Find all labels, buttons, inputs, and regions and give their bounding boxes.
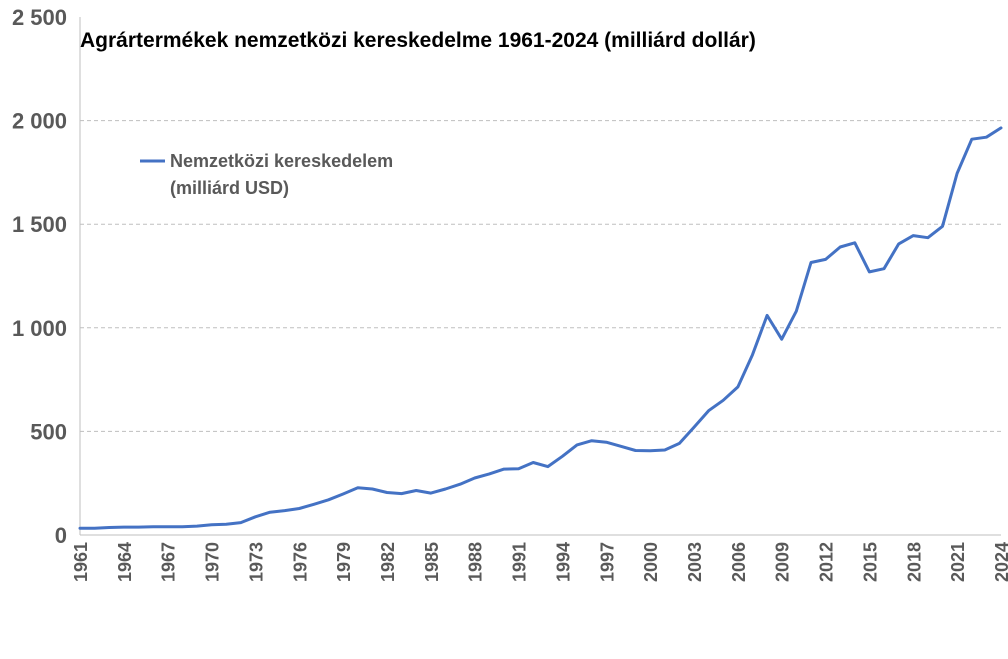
y-tick-label: 0 xyxy=(55,523,67,548)
y-tick-label: 500 xyxy=(30,419,67,444)
y-tick-label: 1 000 xyxy=(12,316,67,341)
x-tick-label: 2006 xyxy=(729,542,749,582)
x-tick-label: 1979 xyxy=(334,542,354,582)
x-tick-label: 2024 xyxy=(992,542,1008,582)
x-tick-label: 2012 xyxy=(817,542,837,582)
x-tick-label: 1973 xyxy=(246,542,266,582)
x-tick-label: 1991 xyxy=(510,542,530,582)
x-tick-label: 2018 xyxy=(904,542,924,582)
y-axis-tick-labels: 0 500 1 000 1 500 2 000 2 500 xyxy=(12,5,67,548)
x-tick-label: 2000 xyxy=(641,542,661,582)
x-tick-label: 1985 xyxy=(422,542,442,582)
x-tick-label: 2003 xyxy=(685,542,705,582)
x-tick-label: 1964 xyxy=(115,542,135,582)
x-tick-label: 1994 xyxy=(553,542,573,582)
x-tick-label: 1988 xyxy=(466,542,486,582)
x-tick-label: 2009 xyxy=(773,542,793,582)
x-tick-label: 1976 xyxy=(290,542,310,582)
chart-title: Agrártermékek nemzetközi kereskedelme 19… xyxy=(80,29,756,52)
x-tick-label: 1961 xyxy=(71,542,91,582)
y-tick-label: 2 000 xyxy=(12,109,67,134)
x-tick-label: 1970 xyxy=(203,542,223,582)
x-tick-label: 2015 xyxy=(860,542,880,582)
legend: Nemzetközi kereskedelem (milliárd USD) xyxy=(140,151,393,198)
series-line xyxy=(78,126,1003,530)
x-tick-label: 1997 xyxy=(597,542,617,582)
legend-label: (milliárd USD) xyxy=(170,178,289,198)
y-tick-label: 2 500 xyxy=(12,5,67,30)
x-tick-label: 2021 xyxy=(948,542,968,582)
series-group xyxy=(78,126,1003,530)
x-axis-tick-labels: 1961 1964 1967 1970 1973 1976 1979 1982 1985 1988… xyxy=(71,542,1008,582)
x-tick-label: 1982 xyxy=(378,542,398,582)
y-tick-label: 1 500 xyxy=(12,212,67,237)
x-tick-label: 1967 xyxy=(159,542,179,582)
legend-label: Nemzetközi kereskedelem xyxy=(170,151,393,171)
